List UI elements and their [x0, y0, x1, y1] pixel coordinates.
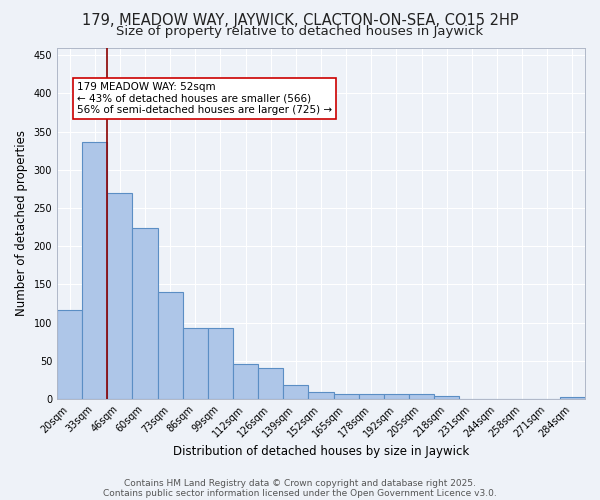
Bar [208, 328, 233, 399]
Bar [434, 396, 459, 399]
Bar [233, 364, 258, 399]
Bar [359, 394, 384, 399]
Text: Contains public sector information licensed under the Open Government Licence v3: Contains public sector information licen… [103, 488, 497, 498]
X-axis label: Distribution of detached houses by size in Jaywick: Distribution of detached houses by size … [173, 444, 469, 458]
Bar [82, 142, 107, 399]
Bar [107, 193, 133, 399]
Text: 179 MEADOW WAY: 52sqm
← 43% of detached houses are smaller (566)
56% of semi-det: 179 MEADOW WAY: 52sqm ← 43% of detached … [77, 82, 332, 115]
Bar [133, 228, 158, 399]
Bar [308, 392, 334, 399]
Bar [283, 386, 308, 399]
Bar [409, 394, 434, 399]
Bar [183, 328, 208, 399]
Y-axis label: Number of detached properties: Number of detached properties [15, 130, 28, 316]
Bar [57, 310, 82, 399]
Bar [334, 394, 359, 399]
Bar [560, 397, 585, 399]
Bar [158, 292, 183, 399]
Text: Size of property relative to detached houses in Jaywick: Size of property relative to detached ho… [116, 25, 484, 38]
Text: 179, MEADOW WAY, JAYWICK, CLACTON-ON-SEA, CO15 2HP: 179, MEADOW WAY, JAYWICK, CLACTON-ON-SEA… [82, 12, 518, 28]
Bar [258, 368, 283, 399]
Bar [384, 394, 409, 399]
Text: Contains HM Land Registry data © Crown copyright and database right 2025.: Contains HM Land Registry data © Crown c… [124, 478, 476, 488]
